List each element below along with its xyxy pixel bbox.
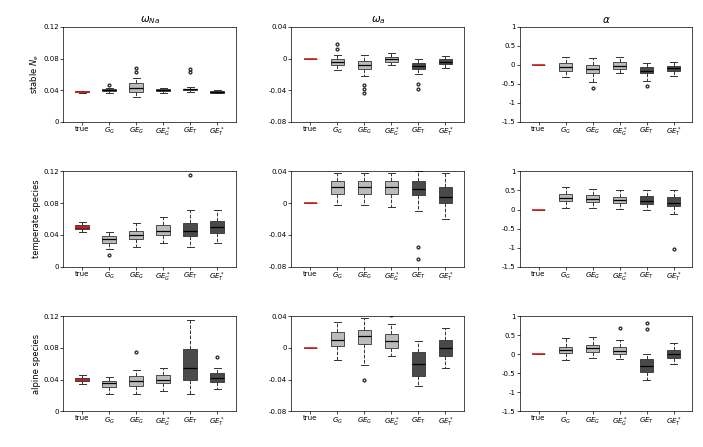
PathPatch shape [385,181,398,194]
PathPatch shape [129,231,143,239]
PathPatch shape [412,352,425,375]
Y-axis label: stable $N_e$: stable $N_e$ [28,55,41,94]
PathPatch shape [358,61,371,69]
Title: $\alpha$: $\alpha$ [602,15,610,25]
PathPatch shape [640,358,653,372]
PathPatch shape [210,221,224,232]
PathPatch shape [559,346,572,354]
PathPatch shape [210,91,224,93]
PathPatch shape [103,236,116,243]
PathPatch shape [183,350,197,380]
PathPatch shape [75,378,89,381]
PathPatch shape [439,59,452,64]
PathPatch shape [157,89,170,91]
PathPatch shape [439,187,452,203]
PathPatch shape [183,89,197,90]
PathPatch shape [586,65,599,73]
PathPatch shape [157,375,170,384]
PathPatch shape [330,59,344,65]
PathPatch shape [412,63,425,69]
PathPatch shape [358,330,371,344]
PathPatch shape [586,345,599,352]
PathPatch shape [385,57,398,62]
Title: $\omega_a$: $\omega_a$ [370,15,385,26]
PathPatch shape [129,83,143,92]
PathPatch shape [640,67,653,73]
PathPatch shape [183,223,197,236]
PathPatch shape [613,197,626,202]
PathPatch shape [330,332,344,346]
PathPatch shape [330,181,344,194]
PathPatch shape [210,373,224,382]
PathPatch shape [667,197,681,207]
PathPatch shape [358,181,371,194]
Title: $\omega_{Na}$: $\omega_{Na}$ [140,15,160,26]
PathPatch shape [439,340,452,356]
PathPatch shape [75,224,89,229]
PathPatch shape [559,194,572,201]
PathPatch shape [129,376,143,386]
PathPatch shape [385,333,398,348]
PathPatch shape [103,89,116,91]
PathPatch shape [586,195,599,202]
Y-axis label: temperate species: temperate species [32,180,41,258]
PathPatch shape [667,350,681,358]
PathPatch shape [157,225,170,235]
PathPatch shape [412,181,425,195]
Y-axis label: alpine species: alpine species [32,333,41,394]
PathPatch shape [613,347,626,354]
PathPatch shape [667,66,681,71]
PathPatch shape [640,196,653,204]
PathPatch shape [613,62,626,69]
PathPatch shape [103,381,116,388]
PathPatch shape [559,63,572,71]
